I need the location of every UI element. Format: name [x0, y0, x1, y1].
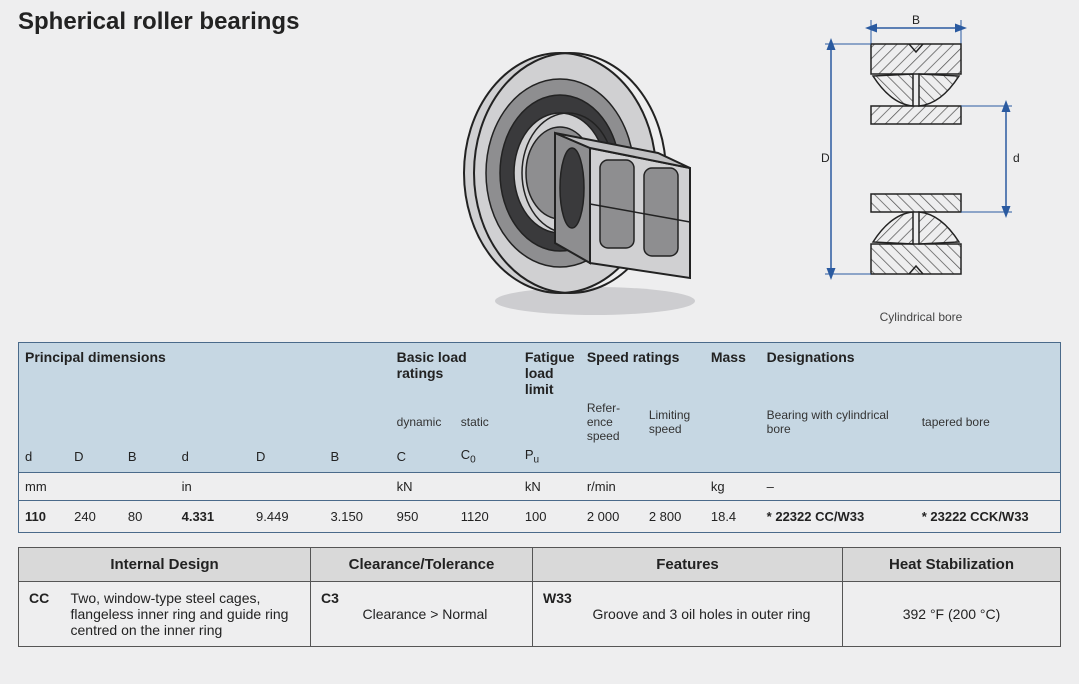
- unit-kN2: kN: [519, 472, 581, 500]
- hdr-internal-design: Internal Design: [19, 547, 311, 581]
- internal-desc: Two, window-type steel cages, flangeless…: [61, 581, 311, 646]
- clearance-desc: Clearance > Normal: [353, 581, 533, 646]
- sym-C0: C0: [455, 445, 519, 472]
- heat-value: 392 °F (200 °C): [843, 581, 1061, 646]
- sym-Pu: Pu: [519, 445, 581, 472]
- dim-label-D: D: [821, 151, 830, 165]
- sym-d-in: d: [176, 445, 250, 472]
- table-row: 110 240 80 4.331 9.449 3.150 950 1120 10…: [19, 500, 1061, 532]
- sub-refspeed: Refer- ence speed: [581, 399, 643, 445]
- hdr-clearance: Clearance/Tolerance: [311, 547, 533, 581]
- sub-cylbore: Bearing with cylindrical bore: [761, 399, 916, 445]
- val-d-mm: 110: [19, 500, 69, 532]
- dimensions-table: Principal dimensions Basic load ratings …: [18, 342, 1061, 533]
- val-ref: 2 000: [581, 500, 643, 532]
- val-Pu: 100: [519, 500, 581, 532]
- table-row: CC Two, window-type steel cages, flangel…: [19, 581, 1061, 646]
- dim-label-B: B: [912, 14, 920, 27]
- sym-d-mm: d: [19, 445, 69, 472]
- hdr-fatigue: Fatigue load limit: [519, 343, 581, 400]
- sym-B-mm: B: [122, 445, 176, 472]
- unit-mm: mm: [19, 472, 176, 500]
- val-B-mm: 80: [122, 500, 176, 532]
- hdr-mass: Mass: [705, 343, 761, 400]
- sym-D-mm: D: [68, 445, 122, 472]
- hdr-features: Features: [533, 547, 843, 581]
- hdr-principal: Principal dimensions: [19, 343, 391, 400]
- sub-static: static: [455, 399, 519, 445]
- features-desc: Groove and 3 oil holes in outer ring: [583, 581, 843, 646]
- sym-B-in: B: [324, 445, 390, 472]
- clearance-code: C3: [311, 581, 353, 646]
- page-title: Spherical roller bearings: [18, 8, 398, 36]
- unit-dash: –: [761, 472, 1061, 500]
- hdr-heat: Heat Stabilization: [843, 547, 1061, 581]
- val-mass: 18.4: [705, 500, 761, 532]
- unit-kg: kg: [705, 472, 761, 500]
- sub-limspeed: Limiting speed: [643, 399, 705, 445]
- sym-C: C: [391, 445, 455, 472]
- unit-kN1: kN: [391, 472, 519, 500]
- bearing-illustration: [398, 8, 781, 338]
- val-D-in: 9.449: [250, 500, 324, 532]
- schematic-diagram: B D: [781, 8, 1061, 338]
- val-C0: 1120: [455, 500, 519, 532]
- sym-D-in: D: [250, 445, 324, 472]
- hdr-basicload: Basic load ratings: [391, 343, 519, 400]
- val-d-in: 4.331: [176, 500, 250, 532]
- hdr-desig: Designations: [761, 343, 1061, 400]
- dim-label-d: d: [1013, 151, 1020, 165]
- internal-code: CC: [19, 581, 61, 646]
- features-code: W33: [533, 581, 583, 646]
- val-desig-tap: * 23222 CCK/W33: [916, 500, 1061, 532]
- details-table: Internal Design Clearance/Tolerance Feat…: [18, 547, 1061, 647]
- schematic-caption: Cylindrical bore: [880, 310, 963, 324]
- val-lim: 2 800: [643, 500, 705, 532]
- unit-in: in: [176, 472, 391, 500]
- sub-dynamic: dynamic: [391, 399, 455, 445]
- top-area: Spherical roller bearings: [18, 8, 1061, 338]
- val-desig-cyl: * 22322 CC/W33: [761, 500, 916, 532]
- unit-rmin: r/min: [581, 472, 705, 500]
- val-D-mm: 240: [68, 500, 122, 532]
- hdr-speed: Speed ratings: [581, 343, 705, 400]
- val-B-in: 3.150: [324, 500, 390, 532]
- val-C: 950: [391, 500, 455, 532]
- sub-tapbore: tapered bore: [916, 399, 1061, 445]
